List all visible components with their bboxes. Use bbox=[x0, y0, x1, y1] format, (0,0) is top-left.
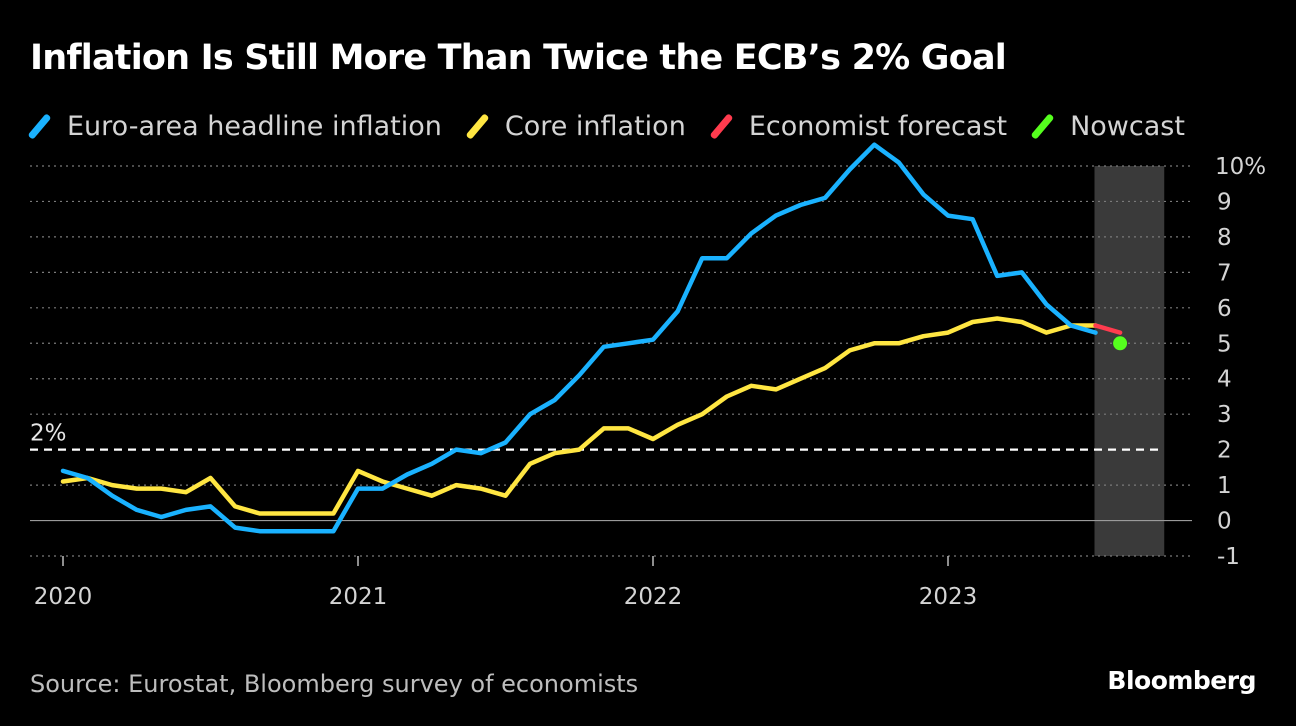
y-tick-label: 9 bbox=[1217, 189, 1232, 215]
y-tick-label: 4 bbox=[1217, 367, 1232, 393]
y-tick-label: 8 bbox=[1217, 225, 1232, 251]
y-tick-label: 2 bbox=[1217, 438, 1232, 464]
y-tick-label: 5 bbox=[1217, 331, 1232, 357]
y-tick-label: 6 bbox=[1217, 296, 1232, 322]
chart-legend: Euro-area headline inflation Core inflat… bbox=[27, 106, 1211, 146]
x-tick-label: 2020 bbox=[34, 584, 93, 610]
x-tick-label: 2021 bbox=[329, 584, 388, 610]
y-tick-label: 7 bbox=[1217, 260, 1232, 286]
y-tick-label: 3 bbox=[1217, 402, 1232, 428]
legend-label-headline: Euro-area headline inflation bbox=[67, 110, 442, 142]
legend-label-forecast: Economist forecast bbox=[748, 110, 1008, 142]
economist-forecast-line bbox=[1093, 323, 1123, 335]
legend-label-core: Core inflation bbox=[504, 110, 686, 142]
y-tick-label: -1 bbox=[1217, 544, 1240, 570]
x-tick-label: 2023 bbox=[919, 584, 978, 610]
core-inflation-line bbox=[60, 316, 1098, 516]
y-tick-label: 1 bbox=[1217, 473, 1232, 499]
legend-label-nowcast: Nowcast bbox=[1070, 110, 1185, 142]
bloomberg-logo: Bloomberg bbox=[1107, 666, 1256, 695]
forecast-shaded-region bbox=[1094, 166, 1165, 556]
nowcast-point bbox=[1113, 336, 1128, 351]
headline-inflation-line bbox=[60, 142, 1098, 534]
legend-item-headline: Euro-area headline inflation bbox=[27, 110, 442, 142]
legend-item-core: Core inflation bbox=[465, 110, 686, 142]
legend-item-nowcast: Nowcast bbox=[1030, 110, 1185, 142]
x-tick-label: 2022 bbox=[624, 584, 683, 610]
chart-title: Inflation Is Still More Than Twice the E… bbox=[30, 38, 1007, 78]
source-note: Source: Eurostat, Bloomberg survey of ec… bbox=[30, 670, 639, 698]
legend-item-forecast: Economist forecast bbox=[709, 110, 1008, 142]
target-reference-label: 2% bbox=[30, 421, 67, 447]
y-tick-label: 0 bbox=[1217, 509, 1232, 535]
y-tick-label: 10% bbox=[1215, 154, 1266, 180]
